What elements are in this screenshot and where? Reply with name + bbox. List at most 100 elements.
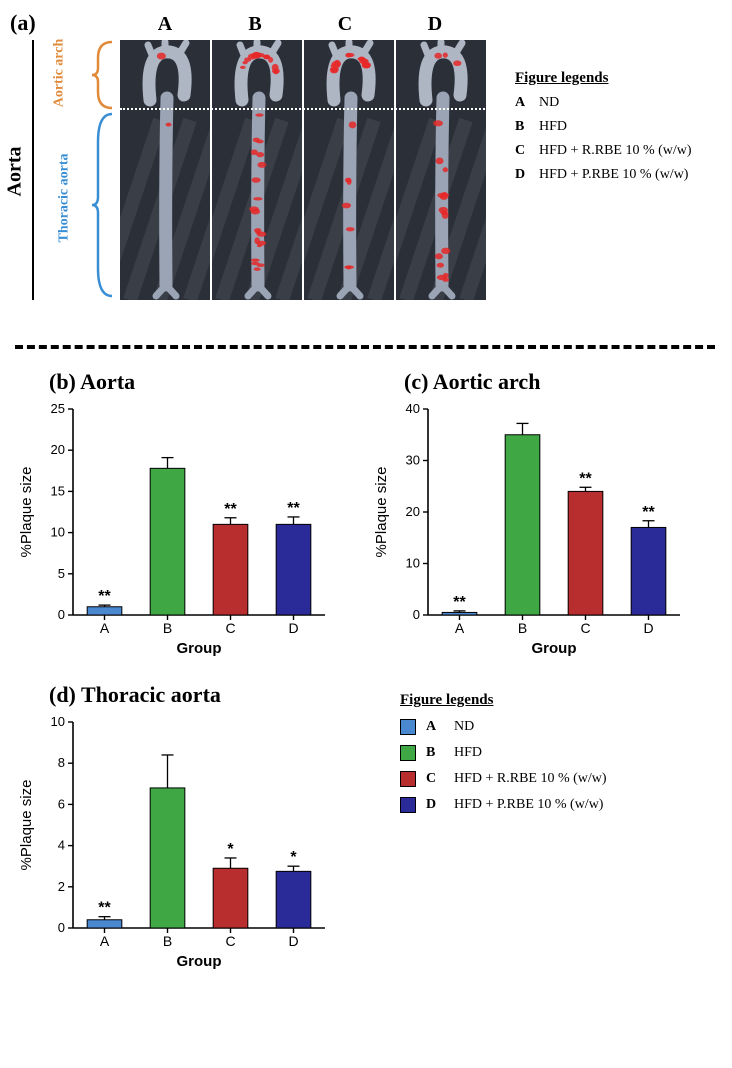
svg-text:2: 2	[58, 879, 65, 894]
legend2-key-D: D	[426, 797, 454, 813]
legend2-row-B: BHFD	[400, 745, 710, 761]
col-B: B	[210, 13, 300, 36]
chart-b-svg: 0 5 10 15 20 25 %Plaque size Group A ** B C ** D **	[15, 397, 335, 657]
svg-text:*: *	[290, 849, 297, 866]
svg-text:C: C	[580, 620, 590, 636]
aorta-image-row	[120, 40, 488, 300]
svg-text:Group: Group	[177, 953, 222, 970]
svg-text:10: 10	[51, 525, 65, 540]
legend2-key-B: B	[426, 745, 454, 761]
svg-text:25: 25	[51, 401, 65, 416]
legend2-swatch-D	[400, 797, 416, 813]
panel-b: (b) Aorta 0 5 10 15 20 25 %Plaque size Group A **…	[15, 369, 355, 662]
svg-text:20: 20	[406, 504, 420, 519]
svg-text:10: 10	[51, 714, 65, 729]
svg-text:8: 8	[58, 755, 65, 770]
arch-bracket-icon	[92, 40, 116, 110]
svg-text:**: **	[453, 594, 466, 611]
panel-legend2: Figure legends ANDBHFDCHFD + R.RBE 10 % …	[370, 682, 710, 975]
thoracic-label: Thoracic aorta	[57, 153, 73, 242]
svg-text:**: **	[98, 900, 111, 917]
col-C: C	[300, 13, 390, 36]
legend2-swatch-C	[400, 771, 416, 787]
legend-key-C: C	[515, 143, 539, 159]
aortic-arch-label: Aortic arch	[51, 39, 67, 108]
svg-text:15: 15	[51, 483, 65, 498]
aorta-img-A	[120, 40, 210, 300]
col-A: A	[120, 13, 210, 36]
panel-a: (a) Aorta Aortic arch Thoracic aorta A B…	[10, 10, 732, 330]
chart-d-svg: 0 2 4 6 8 10 %Plaque size Group A ** B C * D *	[15, 710, 335, 970]
svg-text:B: B	[163, 620, 172, 636]
legend-text-A: ND	[539, 95, 559, 110]
aorta-side-line	[32, 40, 34, 300]
legend-key-D: D	[515, 167, 539, 183]
svg-text:D: D	[643, 620, 653, 636]
legend-key-B: B	[515, 119, 539, 135]
svg-text:A: A	[100, 620, 110, 636]
svg-text:0: 0	[58, 607, 65, 622]
svg-text:%Plaque size: %Plaque size	[373, 467, 390, 558]
legend-text-D: HFD + P.RBE 10 % (w/w)	[539, 167, 688, 182]
svg-text:D: D	[288, 620, 298, 636]
legend-text-C: HFD + R.RBE 10 % (w/w)	[539, 143, 692, 158]
aorta-img-C	[304, 40, 394, 300]
svg-text:C: C	[225, 620, 235, 636]
svg-text:**: **	[579, 470, 592, 487]
chart-c-svg: 0 10 20 30 40 %Plaque size Group A ** B C ** D **	[370, 397, 690, 657]
panel-d-label: (d) Thoracic aorta	[49, 682, 355, 708]
svg-text:Group: Group	[177, 640, 222, 657]
legend2-row-D: DHFD + P.RBE 10 % (w/w)	[400, 797, 710, 813]
svg-text:**: **	[224, 501, 237, 518]
legend2-key-C: C	[426, 771, 454, 787]
aorta-img-B	[212, 40, 302, 300]
col-D: D	[390, 13, 480, 36]
legend-header: Figure legends	[515, 70, 692, 87]
arch-thoracic-divider	[120, 108, 488, 110]
svg-text:B: B	[518, 620, 527, 636]
panel-a-label: (a)	[10, 10, 36, 36]
panel-b-label: (b) Aorta	[49, 369, 355, 395]
legend2-text-A: ND	[454, 719, 474, 735]
svg-text:30: 30	[406, 453, 420, 468]
svg-text:0: 0	[58, 920, 65, 935]
svg-text:A: A	[455, 620, 465, 636]
legend2-text-C: HFD + R.RBE 10 % (w/w)	[454, 771, 607, 787]
panel-d: (d) Thoracic aorta 0 2 4 6 8 10 %Plaque size Gr…	[15, 682, 355, 975]
svg-text:**: **	[642, 504, 655, 521]
svg-text:%Plaque size: %Plaque size	[18, 780, 35, 871]
legend2-text-B: HFD	[454, 745, 482, 761]
svg-text:B: B	[163, 933, 172, 949]
svg-text:4: 4	[58, 838, 65, 853]
svg-text:A: A	[100, 933, 110, 949]
charts-row: (b) Aorta 0510152025%Plaque sizeGroupA**…	[10, 364, 732, 990]
svg-text:**: **	[287, 500, 300, 517]
aorta-img-D	[396, 40, 486, 300]
svg-text:%Plaque size: %Plaque size	[18, 467, 35, 558]
thoracic-bracket-icon	[92, 112, 116, 298]
panel-a-legend: Figure legends AND BHFD CHFD + R.RBE 10 …	[515, 70, 692, 191]
legend2-swatch-A	[400, 719, 416, 735]
svg-text:6: 6	[58, 796, 65, 811]
legend2-header: Figure legends	[400, 692, 710, 709]
panel-c: (c) Aortic arch 0 10 20 30 40 %Plaque size Gro…	[370, 369, 710, 662]
legend2-swatch-B	[400, 745, 416, 761]
dashed-separator	[15, 345, 715, 349]
svg-text:Group: Group	[532, 640, 577, 657]
svg-text:0: 0	[413, 607, 420, 622]
legend2-row-C: CHFD + R.RBE 10 % (w/w)	[400, 771, 710, 787]
legend2-row-A: AND	[400, 719, 710, 735]
svg-text:5: 5	[58, 566, 65, 581]
legend-key-A: A	[515, 95, 539, 111]
svg-text:10: 10	[406, 556, 420, 571]
svg-text:40: 40	[406, 401, 420, 416]
svg-text:D: D	[288, 933, 298, 949]
svg-text:20: 20	[51, 442, 65, 457]
panel-c-label: (c) Aortic arch	[404, 369, 710, 395]
legend-text-B: HFD	[539, 119, 567, 134]
legend2-key-A: A	[426, 719, 454, 735]
svg-text:*: *	[227, 841, 234, 858]
svg-text:C: C	[225, 933, 235, 949]
aorta-side-label: Aorta	[3, 147, 26, 197]
svg-text:**: **	[98, 588, 111, 605]
